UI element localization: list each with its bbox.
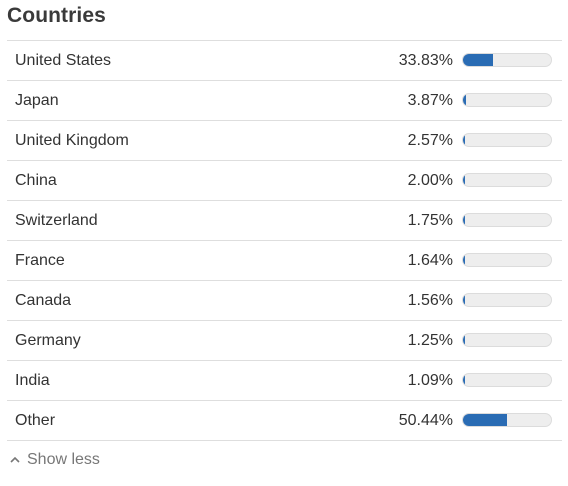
country-percent: 33.83% <box>398 52 453 69</box>
country-name: Japan <box>15 92 59 109</box>
share-bar-fill <box>463 54 493 66</box>
country-name: India <box>15 372 50 389</box>
share-bar-fill <box>463 134 466 146</box>
list-item: Japan 3.87% <box>7 81 562 121</box>
country-percent: 3.87% <box>407 92 453 109</box>
country-list: United States 33.83% Japan 3.87% United … <box>7 40 562 441</box>
share-bar <box>462 373 552 387</box>
list-item: India 1.09% <box>7 361 562 401</box>
country-percent: 50.44% <box>398 412 453 429</box>
share-bar <box>462 53 552 67</box>
list-item: Canada 1.56% <box>7 281 562 321</box>
share-bar <box>462 133 552 147</box>
share-bar-fill <box>463 214 465 226</box>
country-name: France <box>15 252 65 269</box>
panel-title: Countries <box>7 4 106 27</box>
country-percent: 1.64% <box>407 252 453 269</box>
show-less-button[interactable]: Show less <box>9 449 100 471</box>
list-item: China 2.00% <box>7 161 562 201</box>
list-item: Other 50.44% <box>7 401 562 441</box>
country-percent: 2.00% <box>407 172 453 189</box>
list-item: Switzerland 1.75% <box>7 201 562 241</box>
country-name: United States <box>15 52 112 69</box>
country-percent: 1.75% <box>407 212 453 229</box>
list-item: Germany 1.25% <box>7 321 562 361</box>
share-bar-fill <box>463 334 465 346</box>
country-name: Canada <box>15 292 72 309</box>
country-name: United Kingdom <box>15 132 129 149</box>
country-name: Germany <box>15 332 81 349</box>
share-bar-fill <box>463 414 508 426</box>
country-percent: 1.25% <box>407 332 453 349</box>
list-item: United Kingdom 2.57% <box>7 121 562 161</box>
share-bar-fill <box>463 254 465 266</box>
share-bar <box>462 213 552 227</box>
country-percent: 1.56% <box>407 292 453 309</box>
share-bar-fill <box>463 174 465 186</box>
chevron-up-icon <box>10 456 20 463</box>
share-bar <box>462 333 552 347</box>
share-bar <box>462 253 552 267</box>
country-percent: 2.57% <box>407 132 453 149</box>
share-bar <box>462 93 552 107</box>
share-bar-fill <box>463 374 465 386</box>
list-item: France 1.64% <box>7 241 562 281</box>
country-name: Switzerland <box>15 212 98 229</box>
share-bar <box>462 413 552 427</box>
show-less-label: Show less <box>27 451 100 468</box>
share-bar <box>462 293 552 307</box>
list-item: United States 33.83% <box>7 41 562 81</box>
share-bar-fill <box>463 94 467 106</box>
country-name: Other <box>15 412 56 429</box>
share-bar <box>462 173 552 187</box>
country-name: China <box>15 172 57 189</box>
country-percent: 1.09% <box>407 372 453 389</box>
share-bar-fill <box>463 294 465 306</box>
